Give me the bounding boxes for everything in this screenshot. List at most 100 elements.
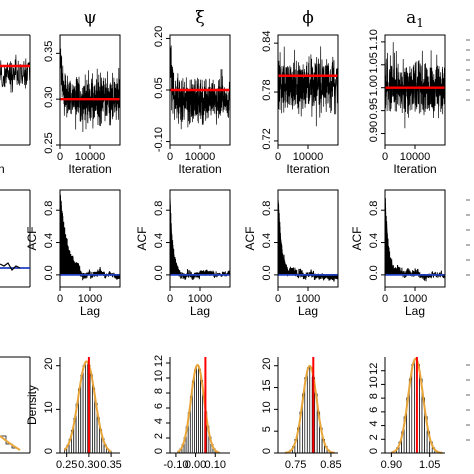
x-tick-label: 0.00 xyxy=(185,459,206,471)
y-tick-label: 0.72 xyxy=(261,128,273,149)
density-curve xyxy=(63,360,112,453)
trace-series-line xyxy=(60,35,120,133)
y-tick-label: 6 xyxy=(368,407,380,413)
partial-panel: n xyxy=(0,34,31,176)
panel-title: ψ xyxy=(83,8,96,28)
y-tick-label: 20 xyxy=(261,358,273,370)
histogram-panel: 0 2 4 6 8 10 12 -0.100.000.10 xyxy=(153,355,230,471)
y-tick-label: 0.95 xyxy=(368,98,380,119)
x-tick-label: 10000 xyxy=(75,151,106,163)
panel-title-main: ϕ xyxy=(302,8,314,28)
x-tick-label: 0 xyxy=(167,151,173,163)
x-tick-label: 0 xyxy=(382,293,388,305)
y-tick-label: 0 xyxy=(261,448,273,454)
y-tick-label: 4 xyxy=(368,421,380,427)
y-tick-label: 6 xyxy=(153,403,165,409)
y-tick-label: 0.20 xyxy=(153,26,165,47)
y-tick-label: 1.05 xyxy=(368,52,380,73)
y-tick-label: 0.8 xyxy=(368,201,380,216)
y-tick-label: 0.8 xyxy=(261,201,273,216)
y-tick-label: 0.0 xyxy=(368,265,380,280)
y-axis-label: ACF xyxy=(243,227,257,251)
y-tick-label: 0.0 xyxy=(153,265,165,280)
density-curve xyxy=(284,364,335,454)
trace-series-line xyxy=(278,46,338,127)
right-edge-fragment xyxy=(466,199,470,276)
x-tick-label: 0 xyxy=(275,293,281,305)
x-tick-label: 0.25 xyxy=(56,459,77,471)
x-axis-label: Lag xyxy=(190,304,210,318)
y-tick-label: 10 xyxy=(153,370,165,382)
x-tick-label: 0.75 xyxy=(285,459,306,471)
acf-bars xyxy=(384,194,446,282)
acf-bars xyxy=(277,194,339,282)
y-tick-label: 0.4 xyxy=(153,233,165,248)
x-tick-label: 10000 xyxy=(185,151,216,163)
x-tick-label: 0.35 xyxy=(100,459,121,471)
density-curve xyxy=(0,435,21,451)
y-tick-label: 0.30 xyxy=(43,86,55,107)
x-axis-label: Lag xyxy=(298,304,318,318)
y-tick-label: 8 xyxy=(368,393,380,399)
y-tick-label: 0.25 xyxy=(43,132,55,153)
y-tick-label: 0.4 xyxy=(43,233,55,248)
histogram-bar xyxy=(85,361,89,454)
x-tick-label: 0.30 xyxy=(78,459,99,471)
partial-panel xyxy=(0,356,31,454)
partial-panel xyxy=(0,189,31,288)
panel-title: a1 xyxy=(406,8,424,30)
y-tick-label: 0.35 xyxy=(43,41,55,62)
y-tick-label: -0.10 xyxy=(153,127,165,152)
trace-series-line xyxy=(385,42,445,129)
trace-panel: -0.10 0.05 0.20 0 10000 ξ Iteration xyxy=(153,8,231,176)
y-tick-label: 0.78 xyxy=(261,79,273,100)
y-tick-label: 0.0 xyxy=(43,265,55,280)
y-tick-label: 0.8 xyxy=(43,201,55,216)
y-tick-label: 0 xyxy=(368,448,380,454)
acf-bars xyxy=(0,262,21,271)
y-axis-label: ACF xyxy=(350,227,364,251)
y-tick-label: 1.00 xyxy=(368,75,380,96)
y-tick-label: 0 xyxy=(153,448,165,454)
trace-panel: 0.72 0.78 0.84 0 10000 ϕ Iteration xyxy=(261,8,339,176)
x-axis-label: Lag xyxy=(405,304,425,318)
trace-panel: 0.25 0.30 0.35 0 10000 ψ Iteration xyxy=(43,8,121,176)
x-tick-label: 1000 xyxy=(296,293,320,305)
y-tick-label: 12 xyxy=(368,363,380,375)
y-tick-label: 20 xyxy=(43,358,55,370)
y-tick-label: 10 xyxy=(368,376,380,388)
y-tick-label: 0.84 xyxy=(261,30,273,51)
x-tick-label: 0 xyxy=(275,151,281,163)
y-tick-label: 2 xyxy=(153,433,165,439)
x-tick-label: 1000 xyxy=(188,293,212,305)
x-tick-label: 1000 xyxy=(78,293,102,305)
acf-bars xyxy=(169,194,231,280)
y-tick-label: 10 xyxy=(43,401,55,413)
y-tick-label: 1.10 xyxy=(368,29,380,50)
y-tick-label: 0.0 xyxy=(261,265,273,280)
x-tick-label: 0 xyxy=(57,151,63,163)
y-tick-label: 2 xyxy=(368,434,380,440)
right-edge-fragment xyxy=(466,364,470,441)
trace-series-line xyxy=(170,39,230,130)
trace-series-line xyxy=(0,54,31,93)
x-tick-label: 0.90 xyxy=(381,459,402,471)
x-tick-label: 1000 xyxy=(403,293,427,305)
x-axis-label: Iteration xyxy=(393,162,436,176)
y-tick-label: 0.05 xyxy=(153,77,165,98)
x-tick-label: 10000 xyxy=(293,151,324,163)
x-tick-label: 0.10 xyxy=(205,459,226,471)
histogram-bar xyxy=(411,364,415,454)
acf-bars xyxy=(59,194,121,281)
x-tick-label: 0 xyxy=(382,151,388,163)
y-tick-label: 0.4 xyxy=(261,233,273,248)
panel-title-main: a xyxy=(406,8,416,28)
x-tick-label: 1.05 xyxy=(419,459,440,471)
panel-title-main: ξ xyxy=(195,8,204,28)
panel-title-subscript: 1 xyxy=(416,16,424,30)
